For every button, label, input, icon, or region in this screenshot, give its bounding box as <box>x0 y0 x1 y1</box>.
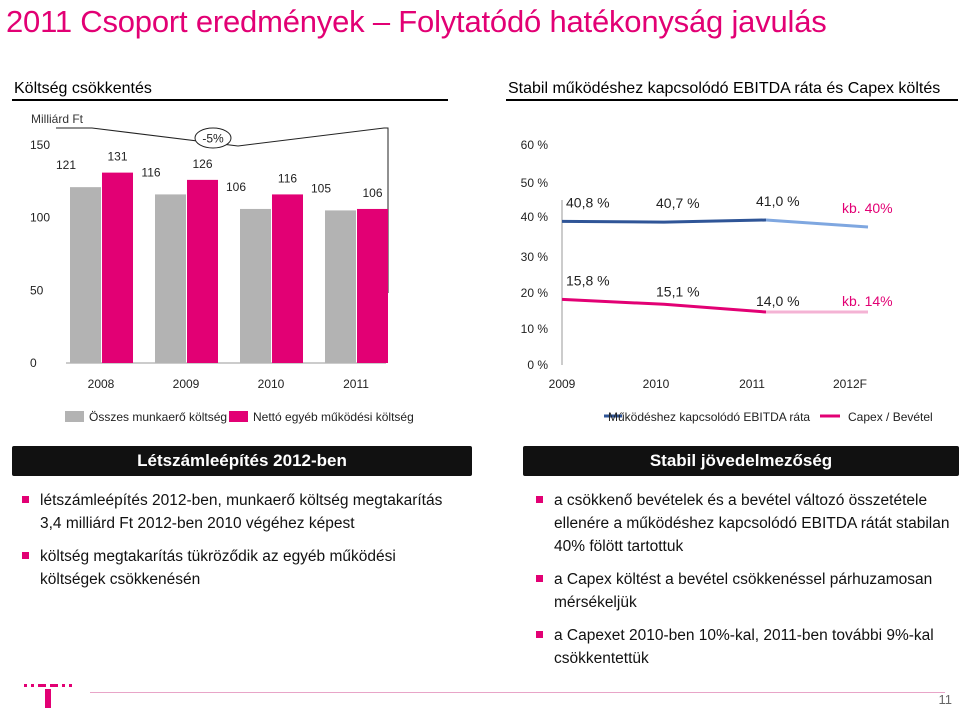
bar-y-tick-label: 100 <box>30 211 50 225</box>
bar-x-tick-label: 2010 <box>258 377 285 391</box>
line-data-label: 15,1 % <box>656 283 700 299</box>
line-y-tick-label: 50 % <box>521 176 549 190</box>
right-bullet-3: a Capexet 2010-ben 10%-kal, 2011-ben tov… <box>534 624 950 670</box>
line-y-tick-label: 0 % <box>527 358 548 372</box>
right-bullet-2: a Capex költést a bevétel csökkenéssel p… <box>534 568 950 614</box>
line-x-tick-label: 2010 <box>643 377 670 391</box>
line-data-label: kb. 14% <box>842 293 893 309</box>
line-y-tick-label: 40 % <box>521 210 549 224</box>
bar-y-tick-label: 150 <box>30 138 50 152</box>
bar-2010-other <box>272 194 303 363</box>
bar-data-label: 121 <box>56 158 76 172</box>
line-data-label: 41,0 % <box>756 193 800 209</box>
line-x-tick-label: 2009 <box>549 377 576 391</box>
bar-legend-swatch-1 <box>65 411 84 422</box>
cost-bar-chart: Milliárd Ft -5% 150 100 50 0 121 131 2008 116 1… <box>30 112 414 424</box>
left-box-header: Létszámleépítés 2012-ben <box>12 446 472 476</box>
bar-2008-labor <box>70 187 101 363</box>
bar-2011-other <box>357 208 388 363</box>
bar-data-label: 116 <box>278 171 297 185</box>
bar-2008-other <box>102 172 133 363</box>
t-logo-icon <box>24 684 72 708</box>
line-legend-label-1: Működéshez kapcsolódó EBITDA ráta <box>608 410 810 424</box>
bar-2009-labor <box>155 194 186 363</box>
bar-2011-labor <box>325 210 356 363</box>
left-bullet-2: költség megtakarítás tükröződik az egyéb… <box>20 545 460 591</box>
bar-data-label: 131 <box>107 150 127 164</box>
line-y-tick-label: 20 % <box>521 286 549 300</box>
line-data-label: 40,8 % <box>566 194 610 210</box>
line-series-ebitda-forecast <box>765 218 869 229</box>
right-bullet-1: a csökkenő bevételek és a bevétel változ… <box>534 489 950 558</box>
bar-legend-swatch-2 <box>229 411 248 422</box>
left-section-rule <box>12 99 448 101</box>
line-legend-label-2: Capex / Bevétel <box>848 410 933 424</box>
line-series-capex <box>561 297 767 314</box>
bar-x-tick-label: 2008 <box>88 377 115 391</box>
right-section-title: Stabil működéshez kapcsolódó EBITDA ráta… <box>508 80 941 97</box>
bar-y-tick-label: 50 <box>30 283 44 297</box>
ebitda-capex-line-chart: 60 % 50 % 40 % 30 % 20 % 10 % 0 %2009 2010 2011 2… <box>521 138 933 424</box>
bar-2010-labor <box>240 208 271 363</box>
bar-legend-label-1: Összes munkaerő költség <box>89 410 227 424</box>
bar-data-label: 106 <box>362 186 382 200</box>
bar-data-label: 105 <box>311 181 331 195</box>
footer-rule <box>90 692 945 693</box>
bar-bracket-left <box>56 127 239 147</box>
bar-y-axis-label: Milliárd Ft <box>31 112 84 126</box>
right-section-rule <box>506 99 958 101</box>
line-x-tick-label: 2011 <box>739 377 765 391</box>
bar-data-label: 106 <box>226 180 246 194</box>
bar-legend-label-2: Nettó egyéb működési költség <box>253 410 414 424</box>
left-section-title: Költség csökkentés <box>14 80 152 97</box>
right-box-header: Stabil jövedelmezőség <box>523 446 959 476</box>
bar-x-tick-label: 2011 <box>343 377 369 391</box>
line-series-ebitda <box>561 218 767 224</box>
bar-2009-other <box>187 179 218 363</box>
bar-data-label: 126 <box>192 157 212 171</box>
line-data-label: 15,8 % <box>566 272 610 288</box>
change-annotation-ellipse <box>194 127 232 149</box>
line-x-tick-label: 2012F <box>833 377 867 391</box>
page-number: 11 <box>938 692 953 707</box>
right-box-bullets: a csökkenő bevételek és a bevétel változ… <box>534 489 950 680</box>
line-y-tick-label: 60 % <box>521 138 549 152</box>
left-bullet-1: létszámleépítés 2012-ben, munkaerő költs… <box>20 489 460 535</box>
bar-data-label: 116 <box>141 165 160 179</box>
change-annotation: -5% <box>202 132 224 146</box>
line-data-label: 14,0 % <box>756 293 800 309</box>
line-y-tick-label: 30 % <box>521 250 549 264</box>
bar-y-tick-label: 0 <box>30 356 37 370</box>
bar-x-tick-label: 2009 <box>173 377 200 391</box>
left-box-bullets: létszámleépítés 2012-ben, munkaerő költs… <box>20 489 460 601</box>
line-data-label: 40,7 % <box>656 195 700 211</box>
line-data-label: kb. 40% <box>842 200 893 216</box>
page-title: 2011 Csoport eredmények – Folytatódó hat… <box>6 4 827 39</box>
line-y-tick-label: 10 % <box>521 322 549 336</box>
